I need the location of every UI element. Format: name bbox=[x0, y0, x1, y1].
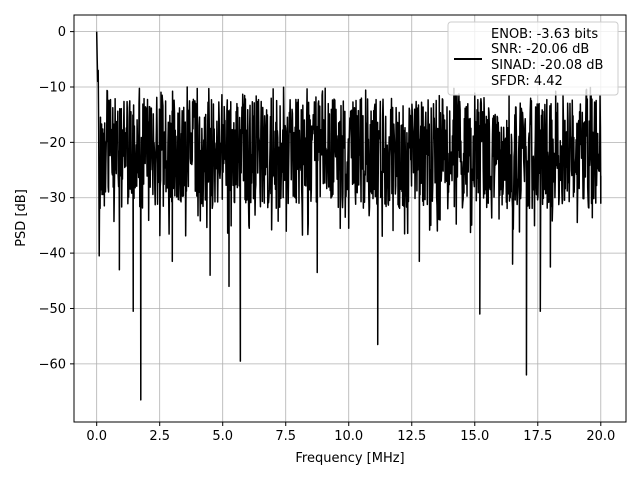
plot-area bbox=[95, 31, 602, 401]
y-tick-label: −30 bbox=[39, 191, 66, 206]
legend-entry-sfdr: SFDR: 4.42 bbox=[491, 74, 563, 89]
x-axis-label: Frequency [MHz] bbox=[295, 451, 404, 466]
y-tick-label: −10 bbox=[39, 80, 66, 95]
y-tick-label: −60 bbox=[39, 357, 66, 372]
x-tick-label: 10.0 bbox=[334, 429, 363, 444]
legend: ENOB: -3.63 bits SNR: -20.06 dB SINAD: -… bbox=[447, 21, 619, 96]
legend-box bbox=[447, 21, 619, 96]
legend-entry-enob: ENOB: -3.63 bits bbox=[491, 27, 598, 42]
x-axis-ticks: 0.0 2.5 5.0 7.5 10.0 12.5 15.0 17.5 20.0 bbox=[86, 422, 615, 444]
y-tick-label: −50 bbox=[39, 302, 66, 317]
x-tick-label: 0.0 bbox=[86, 429, 107, 444]
x-tick-label: 2.5 bbox=[149, 429, 170, 444]
x-tick-label: 17.5 bbox=[523, 429, 552, 444]
y-tick-label: 0 bbox=[58, 25, 66, 40]
legend-entry-snr: SNR: -20.06 dB bbox=[491, 42, 589, 57]
x-tick-label: 7.5 bbox=[275, 429, 296, 444]
psd-series-line bbox=[95, 31, 602, 401]
legend-entry-sinad: SINAD: -20.08 dB bbox=[491, 58, 603, 73]
y-axis-ticks: 0 −10 −20 −30 −40 −50 −60 bbox=[39, 25, 74, 372]
y-tick-label: −20 bbox=[39, 136, 66, 151]
y-tick-label: −40 bbox=[39, 247, 66, 262]
x-tick-label: 12.5 bbox=[397, 429, 426, 444]
plot-frame bbox=[73, 14, 627, 423]
x-tick-label: 5.0 bbox=[212, 429, 233, 444]
y-axis-label: PSD [dB] bbox=[14, 189, 29, 247]
x-tick-label: 20.0 bbox=[586, 429, 615, 444]
x-tick-label: 15.0 bbox=[460, 429, 489, 444]
